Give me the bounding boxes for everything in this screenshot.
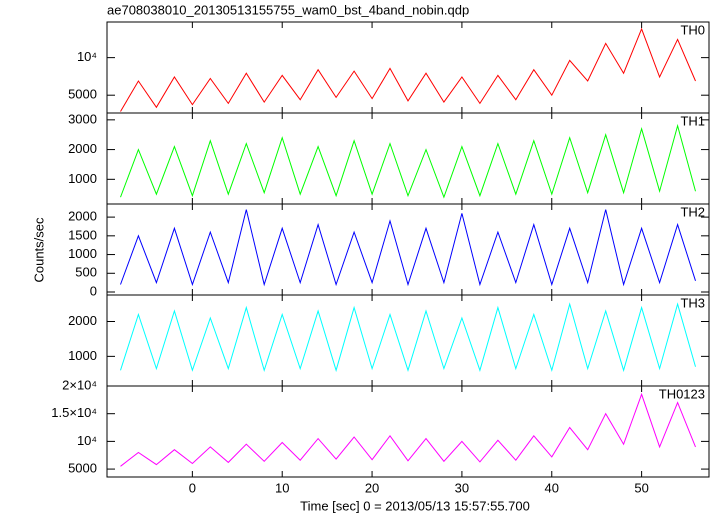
y-tick-label: 1.5×10⁴ (51, 405, 97, 420)
y-tick-label: 5000 (68, 87, 97, 102)
x-tick-label: 30 (455, 480, 469, 495)
chart-title: ae708038010_20130513155755_wam0_bst_4ban… (107, 2, 469, 17)
y-tick-label: 1000 (68, 246, 97, 261)
panel-label: TH2 (680, 204, 705, 219)
panel-frame (106, 203, 710, 296)
panel-label: TH0 (680, 22, 705, 37)
y-tick-label: 1500 (68, 227, 97, 242)
panel-label: TH3 (680, 295, 705, 310)
panel-label: TH1 (680, 113, 705, 128)
y-tick-label: 2×10⁴ (62, 377, 97, 392)
y-tick-label: 10⁴ (77, 433, 97, 448)
data-line (120, 392, 696, 467)
y-tick-label: 500 (75, 265, 97, 280)
data-line (120, 27, 696, 112)
y-axis-label: Counts/sec (31, 217, 46, 283)
y-tick-label: 1000 (68, 171, 97, 186)
y-tick-label: 2000 (68, 141, 97, 156)
y-tick-label: 2000 (68, 313, 97, 328)
panel-label: TH0123 (659, 386, 705, 401)
panel-frame (106, 112, 710, 205)
panel-frame (106, 21, 710, 114)
y-tick-label: 1000 (68, 348, 97, 363)
x-tick-label: 40 (545, 480, 559, 495)
x-tick-label: 0 (189, 480, 196, 495)
y-tick-label: 0 (90, 283, 97, 298)
y-tick-label: 5000 (68, 461, 97, 476)
x-tick-label: 20 (365, 480, 379, 495)
y-tick-label: 3000 (68, 111, 97, 126)
panel-frame (106, 385, 710, 478)
panel-frame (106, 294, 710, 387)
data-line (120, 209, 696, 287)
data-line (120, 123, 696, 199)
x-tick-label: 10 (275, 480, 289, 495)
data-line (120, 302, 696, 373)
y-tick-label: 10⁴ (77, 49, 97, 64)
x-axis-label: Time [sec] 0 = 2013/05/13 15:57:55.700 (300, 498, 530, 513)
y-tick-label: 2000 (68, 209, 97, 224)
x-tick-label: 50 (634, 480, 648, 495)
